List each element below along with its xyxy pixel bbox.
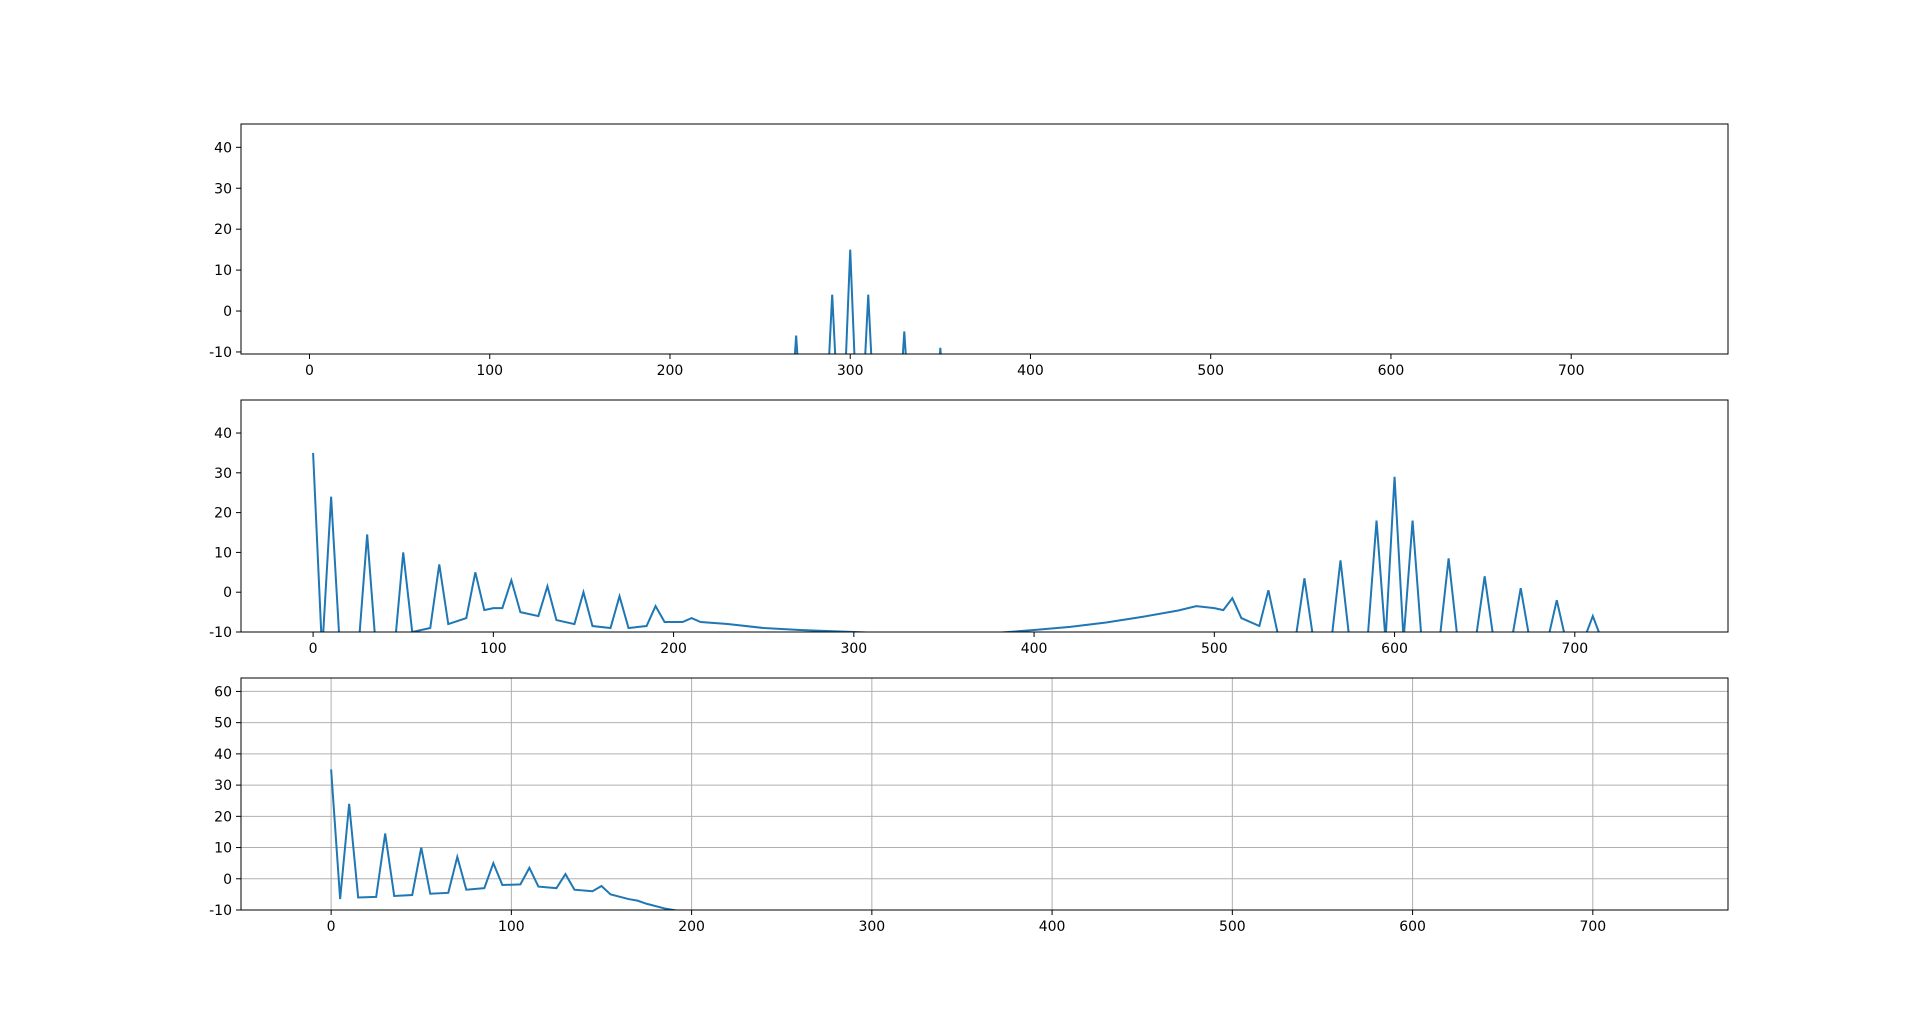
y-tick-label: 0 bbox=[223, 585, 232, 601]
x-tick-label: 100 bbox=[480, 641, 507, 657]
x-tick-label: 0 bbox=[327, 919, 336, 935]
x-tick-label: 0 bbox=[309, 641, 318, 657]
x-tick-label: 100 bbox=[476, 363, 503, 379]
x-tick-label: 400 bbox=[1039, 919, 1066, 935]
y-tick-label: 30 bbox=[214, 181, 232, 197]
y-tick-label: 20 bbox=[214, 222, 232, 238]
x-tick-label: 300 bbox=[837, 363, 864, 379]
x-tick-label: 700 bbox=[1579, 919, 1606, 935]
x-tick-label: 300 bbox=[840, 641, 867, 657]
x-tick-label: 600 bbox=[1399, 919, 1426, 935]
y-tick-label: -10 bbox=[209, 903, 232, 919]
axes-frame bbox=[240, 123, 1729, 355]
data-line bbox=[312, 452, 1600, 632]
axes-frame bbox=[240, 677, 1729, 911]
x-tick-label: 500 bbox=[1197, 363, 1224, 379]
x-tick-label: 500 bbox=[1219, 919, 1246, 935]
x-tick-label: 200 bbox=[660, 641, 687, 657]
x-tick-label: 400 bbox=[1021, 641, 1048, 657]
y-tick-label: 0 bbox=[223, 872, 232, 888]
y-tick-label: 20 bbox=[214, 506, 232, 522]
y-tick-label: 40 bbox=[214, 426, 232, 442]
y-tick-label: 0 bbox=[223, 304, 232, 320]
x-tick-label: 600 bbox=[1381, 641, 1408, 657]
x-tick-label: 100 bbox=[498, 919, 525, 935]
x-tick-label: 400 bbox=[1017, 363, 1044, 379]
y-tick-label: 50 bbox=[214, 716, 232, 732]
y-tick-label: -10 bbox=[209, 625, 232, 641]
data-line bbox=[793, 249, 942, 354]
x-tick-label: 200 bbox=[678, 919, 705, 935]
y-tick-label: 10 bbox=[214, 263, 232, 279]
y-tick-label: 10 bbox=[214, 841, 232, 857]
y-tick-label: 10 bbox=[214, 545, 232, 561]
x-tick-label: 600 bbox=[1378, 363, 1405, 379]
y-tick-label: -10 bbox=[209, 345, 232, 361]
y-tick-label: 60 bbox=[214, 684, 232, 700]
x-tick-label: 700 bbox=[1558, 363, 1585, 379]
y-tick-label: 30 bbox=[214, 466, 232, 482]
y-tick-label: 30 bbox=[214, 778, 232, 794]
x-tick-label: 200 bbox=[657, 363, 684, 379]
data-line bbox=[330, 769, 680, 910]
y-tick-label: 40 bbox=[214, 140, 232, 156]
y-tick-label: 20 bbox=[214, 809, 232, 825]
x-tick-label: 500 bbox=[1201, 641, 1228, 657]
y-tick-label: 40 bbox=[214, 747, 232, 763]
axes-frame bbox=[240, 399, 1729, 633]
x-tick-label: 300 bbox=[858, 919, 885, 935]
x-tick-label: 700 bbox=[1561, 641, 1588, 657]
x-tick-label: 0 bbox=[305, 363, 314, 379]
